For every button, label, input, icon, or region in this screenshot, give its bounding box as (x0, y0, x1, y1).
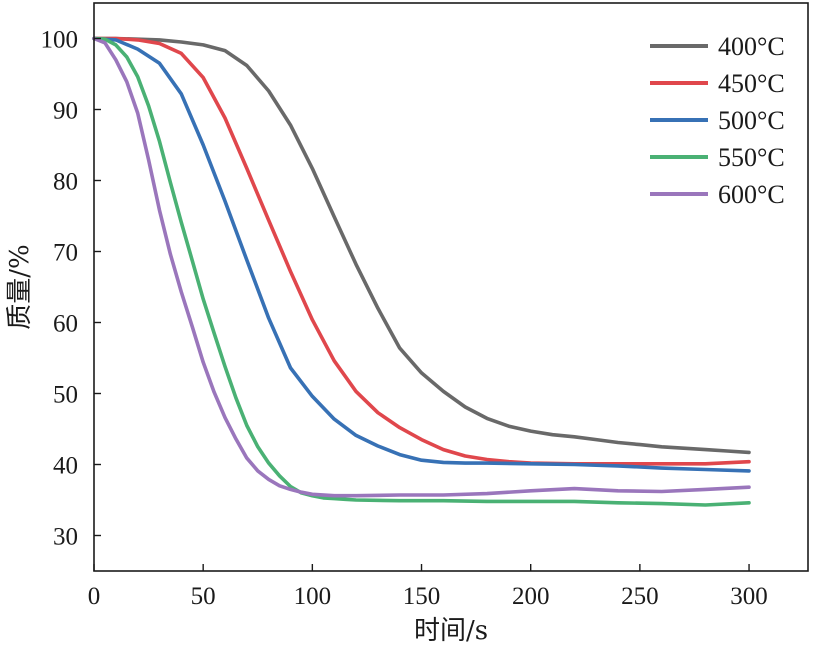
legend-label-2: 500°C (718, 106, 785, 135)
legend-label-0: 400°C (718, 32, 785, 61)
x-tick-label-0: 0 (88, 583, 101, 610)
series-line-0 (92, 36, 751, 455)
x-tick-label-6: 300 (730, 583, 768, 610)
x-axis-label: 时间/s (414, 616, 488, 646)
series-line-2 (92, 36, 751, 473)
x-tick-label-1: 50 (191, 583, 216, 610)
series-line-1 (92, 36, 751, 466)
legend-label-3: 550°C (718, 143, 785, 172)
y-axis-label: 质量/% (5, 244, 35, 329)
x-tick-label-3: 150 (403, 583, 441, 610)
plot-frame (93, 2, 809, 572)
series-line-3 (92, 36, 751, 507)
legend-label-4: 600°C (718, 180, 785, 209)
legend-label-1: 450°C (718, 69, 785, 98)
y-tick-label-6: 90 (53, 98, 78, 125)
x-tick-label-4: 200 (512, 583, 550, 610)
x-tick-label-5: 250 (621, 583, 659, 610)
y-tick-label-0: 30 (53, 524, 78, 551)
tick-layer: 0 50 100 150 200 250 300 30 40 50 60 70 80 90 100 (41, 27, 768, 611)
y-tick-label-4: 70 (53, 240, 78, 267)
y-tick-label-5: 80 (53, 169, 78, 196)
y-tick-label-7: 100 (41, 27, 79, 54)
series-layer (92, 36, 751, 507)
y-tick-label-1: 40 (53, 453, 78, 480)
legend: 400°C 450°C 500°C 550°C 600°C (650, 32, 785, 209)
y-tick-label-3: 60 (53, 311, 78, 338)
y-tick-label-2: 50 (53, 382, 78, 409)
series-line-4 (92, 36, 751, 498)
x-tick-label-2: 100 (294, 583, 332, 610)
